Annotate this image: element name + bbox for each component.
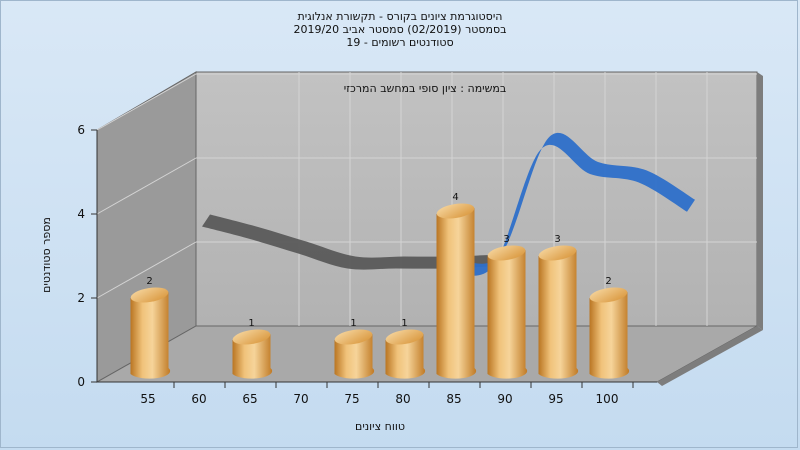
bar-body-100 (589, 292, 630, 379)
data-label-75: 1 (350, 318, 356, 329)
y-tick-label-6: 6 (77, 123, 85, 137)
bar-65: 1 (232, 318, 273, 379)
inner-chart-title: במשימה : ציון סופי במחשב המרכזי (344, 82, 507, 95)
bar-cap-100 (589, 287, 628, 303)
floor (95, 325, 759, 383)
bar-body-75 (334, 334, 375, 379)
x-tick-label-60: 60 (191, 392, 206, 406)
bar-cap-90 (487, 245, 526, 261)
grid-line-left-2 (96, 241, 197, 299)
x-ticks: 55 60 65 70 75 80 85 90 95 100 (140, 382, 634, 406)
data-label-90: 3 (503, 234, 509, 245)
x-tick-label-85: 85 (446, 392, 461, 406)
x-tick-label-65: 65 (242, 392, 257, 406)
bar-cap-65 (232, 329, 271, 345)
bar-cap-85 (436, 203, 475, 219)
y-tick-label-0: 0 (77, 375, 85, 389)
bar-55: 2 (130, 276, 171, 379)
y-axis-label: מספר סטודנטים (40, 217, 53, 293)
x-tick-label-100: 100 (596, 392, 619, 406)
y-ticks: 0 2 4 6 (77, 123, 97, 389)
data-label-65: 1 (248, 318, 254, 329)
bar-cap-55 (130, 287, 169, 303)
data-label-85: 4 (452, 192, 458, 203)
y-tick-label-4: 4 (77, 207, 85, 221)
floor-edge (657, 326, 763, 386)
chart-title-line1: היסטוגרמת ציונים בקורס - תקשורת אנלוגית (297, 10, 503, 23)
bar-body-55 (130, 292, 171, 379)
data-label-55: 2 (146, 276, 152, 287)
bars-group: 2 1 1 1 4 3 3 2 (130, 192, 630, 379)
chart-titles: היסטוגרמת ציונים בקורס - תקשורת אנלוגית … (0, 10, 800, 49)
bar-body-90 (487, 250, 528, 379)
chart-title-line3: סטודנטים רשומים - 19 (346, 36, 454, 49)
x-tick-label-75: 75 (344, 392, 359, 406)
bar-95: 3 (538, 234, 579, 379)
bar-75: 1 (334, 318, 375, 379)
y-tick-label-2: 2 (77, 291, 85, 305)
bar-80: 1 (385, 318, 426, 379)
x-tick-label-80: 80 (395, 392, 410, 406)
bar-body-65 (232, 334, 273, 379)
bar-cap-75 (334, 329, 373, 345)
bar-90: 3 (487, 234, 528, 379)
grid-line-left-6 (96, 73, 197, 131)
x-tick-label-90: 90 (497, 392, 512, 406)
x-tick-label-70: 70 (293, 392, 308, 406)
trend-ribbon-blue (444, 132, 695, 276)
bar-85: 4 (436, 192, 477, 379)
x-tick-label-55: 55 (140, 392, 155, 406)
chart-title-line2: בסמסטר (02/2019) סמסטר אביב 2019/20 (293, 23, 507, 36)
bar-cap-95 (538, 245, 577, 261)
grid-line-left-4 (96, 157, 197, 215)
x-axis-label: טווח ציונים (355, 420, 405, 433)
bar-100: 2 (589, 276, 630, 379)
data-label-100: 2 (605, 276, 611, 287)
bar-body-85 (436, 208, 477, 379)
data-label-80: 1 (401, 318, 407, 329)
bar-body-80 (385, 334, 426, 379)
bar-body-95 (538, 250, 579, 379)
back-wall-edge (757, 72, 763, 330)
x-tick-label-95: 95 (548, 392, 563, 406)
bar-cap-80 (385, 329, 424, 345)
data-label-95: 3 (554, 234, 560, 245)
